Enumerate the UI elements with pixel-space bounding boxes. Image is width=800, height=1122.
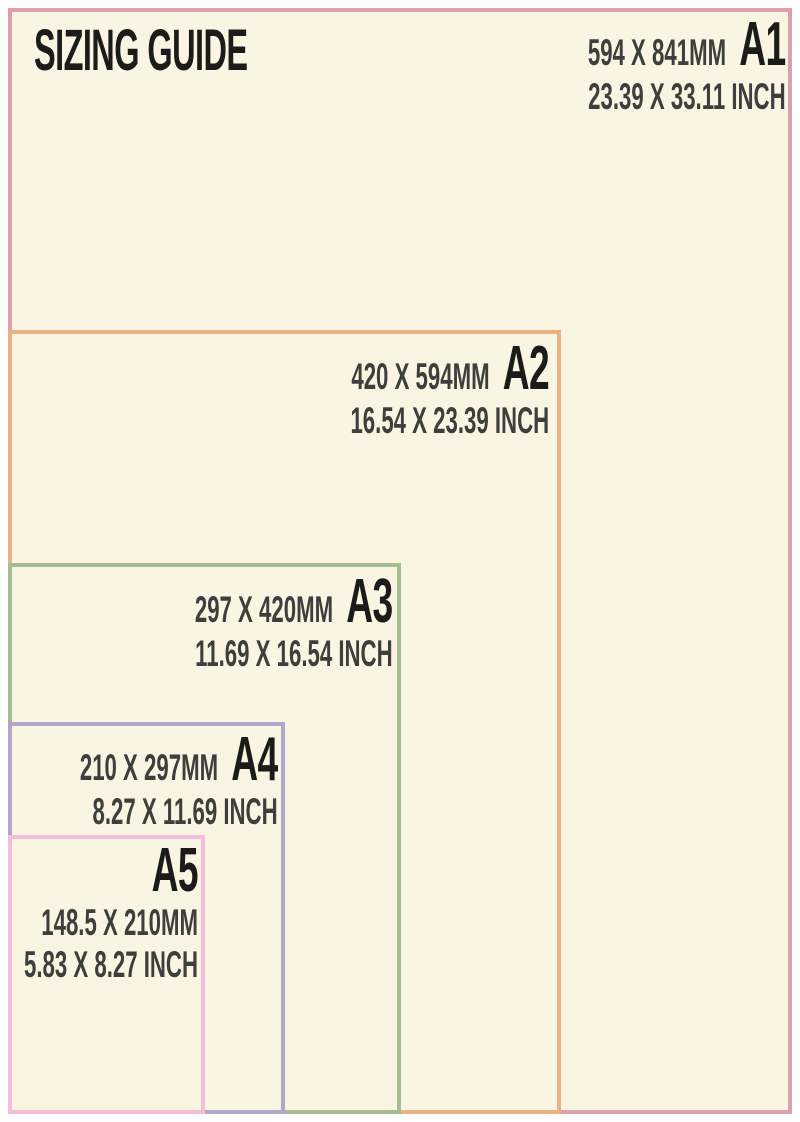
label-row-a2: 420 X 594MM A2 bbox=[351, 338, 549, 400]
size-label-block-a3: 297 X 420MM A3 11.69 X 16.54 INCH bbox=[195, 571, 393, 675]
size-rect-a5: A5 148.5 X 210MM 5.83 X 8.27 INCH bbox=[8, 835, 205, 1114]
size-name-a1: A1 bbox=[739, 10, 787, 79]
dimensions-inch-a1: 23.39 X 33.11 INCH bbox=[588, 76, 786, 117]
size-label-block-a5: A5 148.5 X 210MM 5.83 X 8.27 INCH bbox=[24, 836, 199, 986]
label-row-a4: 210 X 297MM A4 bbox=[80, 729, 278, 791]
dimensions-inch-a2: 16.54 X 23.39 INCH bbox=[350, 400, 549, 441]
size-label-block-a2: 420 X 594MM A2 16.54 X 23.39 INCH bbox=[350, 338, 549, 442]
dimensions-mm-a4: 210 X 297MM bbox=[80, 747, 219, 788]
dimensions-mm-a3: 297 X 420MM bbox=[195, 589, 334, 630]
dimensions-mm-a1: 594 X 841MM bbox=[588, 32, 727, 73]
dimensions-inch-a3: 11.69 X 16.54 INCH bbox=[195, 633, 393, 674]
size-name-a5: A5 bbox=[151, 836, 199, 905]
dimensions-mm-a2: 420 X 594MM bbox=[351, 356, 490, 397]
label-row-a3: 297 X 420MM A3 bbox=[195, 571, 393, 633]
size-label-block-a1: 594 X 841MM A1 23.39 X 33.11 INCH bbox=[588, 14, 786, 118]
size-name-a4: A4 bbox=[231, 725, 279, 794]
size-name-a2: A2 bbox=[502, 334, 550, 403]
page-title: SIZING GUIDE bbox=[34, 18, 248, 83]
size-label-block-a4: 210 X 297MM A4 8.27 X 11.69 INCH bbox=[80, 729, 278, 833]
dimensions-inch-a5: 5.83 X 8.27 INCH bbox=[24, 944, 198, 986]
dimensions-inch-a4: 8.27 X 11.69 INCH bbox=[92, 791, 278, 832]
size-name-a3: A3 bbox=[346, 567, 394, 636]
label-row-a1: 594 X 841MM A1 bbox=[588, 14, 786, 76]
dimensions-mm-a5: 148.5 X 210MM bbox=[41, 902, 199, 943]
